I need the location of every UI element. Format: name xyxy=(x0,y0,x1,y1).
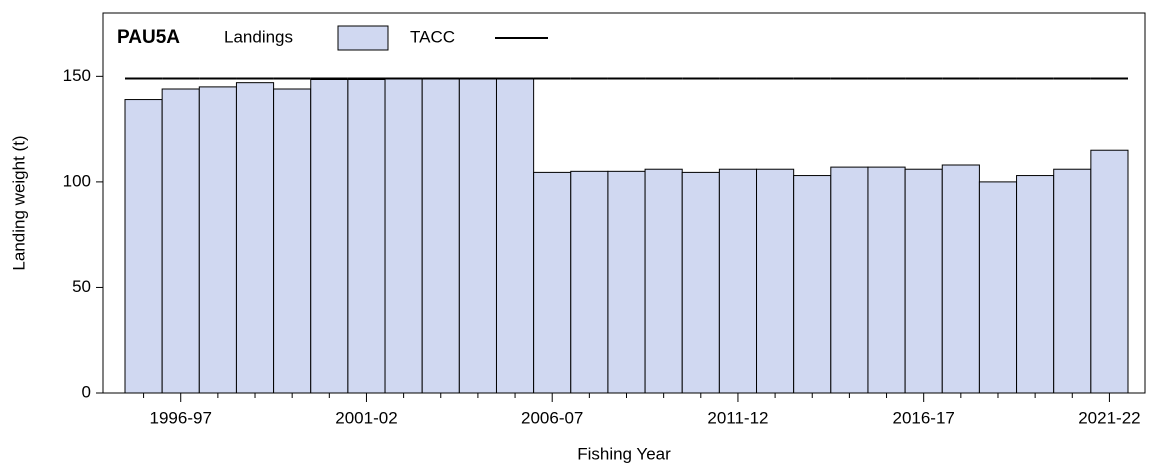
bar xyxy=(570,170,609,394)
bar xyxy=(1090,149,1129,394)
y-tick-label: 0 xyxy=(82,382,91,401)
bar xyxy=(421,77,460,394)
bar xyxy=(1053,168,1092,394)
bar xyxy=(161,88,200,394)
bar xyxy=(235,82,275,394)
y-tick-label: 150 xyxy=(63,66,91,85)
x-tick-label: 2016-17 xyxy=(892,408,954,427)
y-tick-label: 100 xyxy=(63,171,91,190)
legend-label: Landings xyxy=(224,27,293,46)
bar xyxy=(124,99,163,394)
x-tick-label: 2001-02 xyxy=(335,408,397,427)
x-tick-label: 2021-22 xyxy=(1078,408,1140,427)
bar xyxy=(198,86,237,394)
bar xyxy=(347,79,386,394)
x-tick-label: 2011-12 xyxy=(707,408,768,427)
bar xyxy=(458,77,497,394)
bar xyxy=(756,168,795,394)
bar xyxy=(978,181,1018,394)
bar xyxy=(533,171,572,394)
x-axis-title: Fishing Year xyxy=(577,444,671,463)
bar xyxy=(644,168,683,394)
y-tick-label: 50 xyxy=(72,277,91,296)
bar xyxy=(793,175,832,394)
bar xyxy=(867,166,906,394)
chart-title: PAU5A xyxy=(117,27,180,48)
bar xyxy=(495,77,535,394)
bar xyxy=(384,77,423,394)
bar xyxy=(607,170,646,394)
legend-label: TACC xyxy=(410,27,455,46)
bar xyxy=(904,168,943,394)
bar xyxy=(830,166,869,394)
bar xyxy=(1016,175,1055,394)
bar xyxy=(310,79,349,394)
bar xyxy=(718,168,758,394)
bar xyxy=(681,171,720,394)
bar xyxy=(941,164,980,394)
x-tick-label: 1996-97 xyxy=(150,408,212,427)
y-axis-title: Landing weight (t) xyxy=(9,135,28,270)
legend-swatch xyxy=(337,25,389,51)
x-tick-label: 2006-07 xyxy=(521,408,583,427)
bar xyxy=(273,88,312,394)
